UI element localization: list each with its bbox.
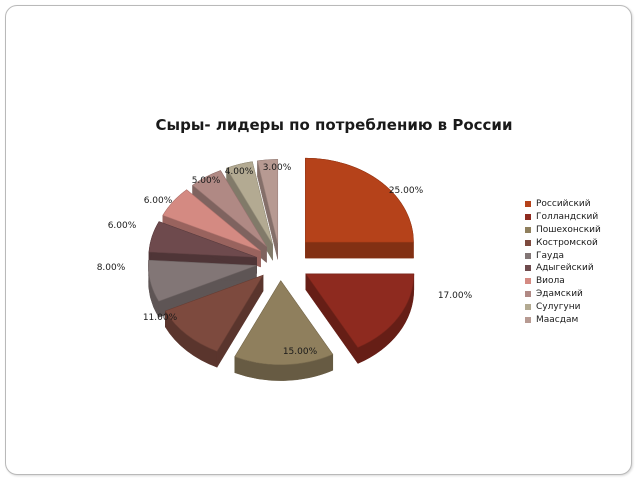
legend-label: Пошехонский: [536, 224, 601, 235]
legend-swatch: [525, 265, 531, 272]
legend-swatch: [525, 226, 531, 233]
legend-label: Адыгейский: [536, 263, 594, 274]
legend-swatch: [525, 290, 531, 297]
legend-item: Сулугуни: [525, 300, 601, 313]
legend-swatch: [525, 201, 531, 208]
legend-item: Голландский: [525, 211, 601, 224]
legend-item: Эдамский: [525, 288, 601, 301]
legend-item: Российский: [525, 198, 601, 211]
legend-item: Виола: [525, 275, 601, 288]
pie-label-1: 25.00%: [389, 186, 424, 196]
pie-label-5: 8.00%: [97, 263, 126, 273]
legend-item: Пошехонский: [525, 224, 601, 237]
legend-label: Виола: [536, 276, 565, 287]
pie-label-10: 3.00%: [263, 163, 292, 173]
legend-label: Российский: [536, 199, 591, 210]
legend-item: Костромской: [525, 236, 601, 249]
pie-slice-3: [234, 279, 334, 381]
legend-label: Костромской: [536, 237, 598, 248]
legend-item: Адыгейский: [525, 262, 601, 275]
pie-slice-1: [305, 157, 414, 259]
legend-label: Маасдам: [536, 314, 579, 325]
pie-label-8: 5.00%: [192, 176, 221, 186]
legend-label: Сулугуни: [536, 301, 581, 312]
legend-swatch: [525, 278, 531, 285]
pie-label-6: 6.00%: [108, 221, 137, 231]
pie-label-9: 4.00%: [225, 167, 254, 177]
legend-item: Гауда: [525, 249, 601, 262]
pie-label-3: 15.00%: [283, 347, 318, 357]
chart-legend: Российский Голландский Пошехонский Костромс…: [525, 198, 601, 326]
legend-label: Эдамский: [536, 288, 583, 299]
pie-slice-4: [164, 274, 264, 369]
pie-slice-5: [148, 259, 257, 319]
pie-slice-10: [257, 159, 279, 260]
legend-swatch: [525, 239, 531, 246]
pie-slice-2: [305, 273, 415, 365]
legend-swatch: [525, 316, 531, 323]
pie-label-2: 17.00%: [438, 291, 473, 301]
legend-swatch: [525, 214, 531, 221]
chart-title: Сыры- лидеры по потреблению в России: [155, 116, 513, 134]
pie-label-7: 6.00%: [144, 196, 173, 206]
legend-swatch: [525, 303, 531, 310]
legend-label: Голландский: [536, 212, 599, 223]
legend-item: Маасдам: [525, 313, 601, 326]
legend-swatch: [525, 252, 531, 259]
legend-label: Гауда: [536, 250, 565, 261]
pie-label-4: 11.00%: [143, 313, 178, 323]
